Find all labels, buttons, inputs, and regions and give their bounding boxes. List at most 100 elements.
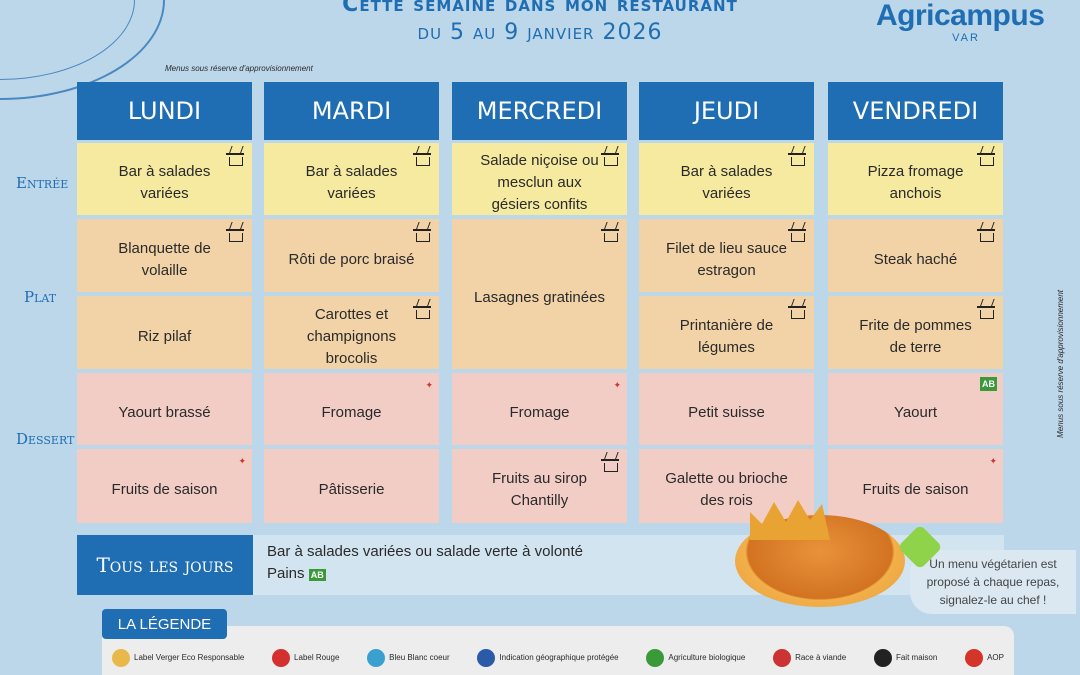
menu-cell-entree: Bar à salades variées [264,143,439,215]
dish-name: Yaourt [893,404,938,421]
everyday-line2-row: Pains AB [267,563,326,586]
dish-name: Bar à salades variées [680,163,773,202]
menu-cell-dessert1: ✦ Fromage [264,373,439,445]
ab-icon: AB [980,377,997,391]
bleu-blanc-coeur-icon [367,648,386,667]
dish-name: Petit suisse [688,404,765,421]
legend-panel: Label Verger Eco Responsable Label Rouge B… [102,626,1014,675]
everyday-line1: Bar à salades variées ou salade verte à … [267,543,584,560]
dish-name: Frite de pommes de terre [859,316,972,356]
vegetarian-note: Un menu végétarien est proposé à chaque … [910,550,1076,614]
fait-maison-icon [873,648,892,667]
dish-name: Lasagnes gratinées [474,289,605,306]
page-title: Cette semaine dans mon restaurant [342,0,738,17]
legend-label: Agriculture biologique [668,652,746,662]
supply-note-vertical: Menus sous réserve d'approvisionnement [1056,290,1065,438]
fait-maison-icon [413,229,431,243]
fait-maison-icon [226,153,244,167]
menu-cell-dessert2: Pâtisserie [264,449,439,523]
menu-cell-dessert1: AB Yaourt [828,373,1003,445]
fait-maison-icon [226,229,244,243]
menu-cell-plat2: Printanière de légumes [639,296,814,369]
menu-cell-plat1: Filet de lieu sauce estragon [639,219,814,292]
menu-cell-plat2: Frite de pommes de terre [828,296,1003,369]
dish-name: Riz pilaf [137,327,192,345]
menu-cell-plat1: Lasagnes gratinées [452,219,627,369]
verger-eco-icon [112,648,130,667]
day-header-lundi: LUNDI [77,82,252,140]
origine-france-icon: ✦ [989,456,997,466]
legend-item: Label Rouge [272,648,339,667]
row-label-entree: Entrée [16,174,69,192]
legend-label: Fait maison [895,652,938,662]
dish-name: Fruits de saison [862,481,969,498]
dish-name: Fruits de saison [111,481,218,498]
menu-cell-plat2: Carottes et champignons brocolis [264,296,439,369]
row-label-plat: Plat [24,288,57,306]
menu-cell-plat1: Rôti de porc braisé [264,219,439,292]
menu-cell-dessert1: Petit suisse [639,373,814,445]
supply-note: Menus sous réserve d'approvisionnement [165,64,313,73]
origine-france-icon: ✦ [425,380,433,390]
fait-maison-icon [413,306,431,320]
everyday-line2: Pains [267,565,305,582]
legend-label: Indication géographique protégée [499,652,619,662]
legend-item: Race à viande [773,648,846,667]
fait-maison-icon [601,229,619,243]
dish-name: Yaourt brassé [118,404,211,421]
agricampus-logo: Agricampus VAR [876,0,1056,45]
fait-maison-icon [601,153,619,167]
dish-name: Galette ou brioche des rois [665,470,788,509]
dish-name: Rôti de porc braisé [288,250,415,268]
menu-cell-dessert2: ✦ Fruits de saison [828,449,1003,523]
legend-item: Indication géographique protégée [477,648,619,667]
label-rouge-icon [272,648,291,667]
ab-icon: AB [308,569,326,581]
row-label-dessert: Dessert [16,430,75,448]
dish-name: Fromage [509,404,570,421]
menu-cell-dessert2: Galette ou brioche des rois [639,449,814,523]
fait-maison-icon [977,229,995,243]
menu-cell-entree: Pizza fromage anchois [828,143,1003,215]
fait-maison-icon [788,153,806,167]
everyday-label: Tous les jours [77,535,253,595]
igp-icon [477,648,496,667]
legend-item: Label Verger Eco Responsable [112,648,245,667]
legend-label: Label Verger Eco Responsable [134,652,245,662]
menu-cell-dessert1: Yaourt brassé [77,373,252,445]
fait-maison-icon [788,229,806,243]
menu-cell-entree: Bar à salades variées [639,143,814,215]
fait-maison-icon [977,306,995,320]
dish-name: Pâtisserie [318,481,385,498]
dish-name: Filet de lieu sauce estragon [666,239,787,279]
menu-cell-entree: Bar à salades variées [77,143,252,215]
menu-cell-plat2: Riz pilaf [77,296,252,369]
ab-icon [646,648,665,667]
menu-cell-dessert2: Fruits au sirop Chantilly [452,449,627,523]
legend-label: AOP [987,652,1004,662]
date-range: du 5 au 9 janvier 2026 [417,20,663,45]
menu-cell-plat1: Blanquette de volaille [77,219,252,292]
dish-name: Printanière de légumes [679,316,774,356]
dish-name: Blanquette de volaille [118,239,211,279]
menu-cell-entree: Salade niçoise ou mesclun aux gésiers co… [452,143,627,215]
aop-icon [965,648,984,667]
menu-cell-dessert2: ✦ Fruits de saison [77,449,252,523]
menu-cell-dessert1: ✦ Fromage [452,373,627,445]
logo-subtitle: VAR [952,32,980,44]
day-header-jeudi: JEUDI [639,82,814,140]
fait-maison-icon [977,153,995,167]
dish-name: Fruits au sirop Chantilly [491,470,588,509]
menu-cell-plat1: Steak haché [828,219,1003,292]
dish-name: Fromage [321,404,382,421]
dish-name: Bar à salades variées [118,163,211,202]
legend-title: LA LÉGENDE [102,609,227,639]
origine-france-icon: ✦ [613,380,621,390]
legend-item: AOP [965,648,1004,667]
dish-name: Steak haché [873,250,958,268]
legend-item: Agriculture biologique [646,648,746,667]
fait-maison-icon [601,459,619,473]
day-header-mardi: MARDI [264,82,439,140]
vegetarian-note-text: Un menu végétarien est proposé à chaque … [926,557,1060,607]
origine-france-icon: ✦ [238,456,246,466]
